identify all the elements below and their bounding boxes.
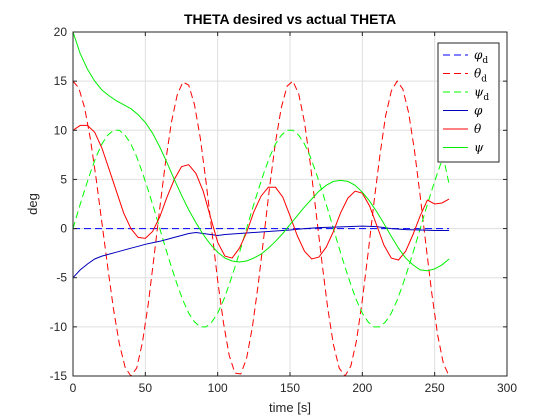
y-tick-label: 20 [54, 25, 68, 39]
x-tick-label: 200 [352, 381, 372, 395]
legend-label: φd [474, 48, 488, 66]
legend-subscript: d [481, 75, 487, 85]
x-axis-label: time [s] [269, 400, 311, 415]
legend-label: θd [474, 67, 487, 85]
y-tick-label: -10 [50, 320, 68, 334]
legend-label: ψd [474, 85, 489, 103]
series-line-4 [73, 225, 450, 279]
plot-area: 0 50 100 150 200 250 300 -15 -10 -5 0 5 10 15 20 [50, 25, 518, 395]
legend-label: θ [474, 122, 482, 136]
x-tick-label: 100 [208, 381, 228, 395]
y-tick-label: -15 [50, 369, 68, 383]
series-line-3 [73, 129, 450, 328]
x-tick-label: 150 [280, 381, 300, 395]
ticks: 0 50 100 150 200 250 300 -15 -10 -5 0 5 10 15 20 [50, 25, 518, 395]
y-tick-label: 5 [60, 172, 67, 186]
legend-symbol: θ [474, 122, 482, 136]
series-line-5 [73, 124, 450, 261]
legend-symbol: φ [474, 48, 483, 62]
legend-symbol: φ [474, 104, 483, 118]
series-layer [73, 32, 450, 376]
y-tick-label: 0 [60, 222, 67, 236]
x-tick-label: 0 [70, 381, 77, 395]
x-tick-label: 300 [497, 381, 517, 395]
legend-symbol: θ [474, 67, 482, 81]
series-line-6 [73, 32, 450, 272]
y-axis-label: deg [25, 193, 40, 215]
y-tick-label: 10 [54, 123, 68, 137]
series-line-2 [73, 80, 450, 376]
legend-symbol: ψ [474, 141, 484, 155]
chart-title: THETA desired vs actual THETA [184, 11, 396, 27]
legend-subscript: d [483, 93, 489, 103]
legend-box [437, 42, 500, 163]
legend-symbol: ψ [474, 85, 484, 99]
x-tick-label: 50 [139, 381, 153, 395]
legend-subscript: d [482, 56, 488, 66]
y-tick-label: 15 [54, 74, 68, 88]
y-tick-label: -5 [56, 271, 67, 285]
x-tick-label: 250 [425, 381, 445, 395]
legend-label: φ [474, 104, 483, 118]
legend-label: ψ [474, 141, 484, 155]
